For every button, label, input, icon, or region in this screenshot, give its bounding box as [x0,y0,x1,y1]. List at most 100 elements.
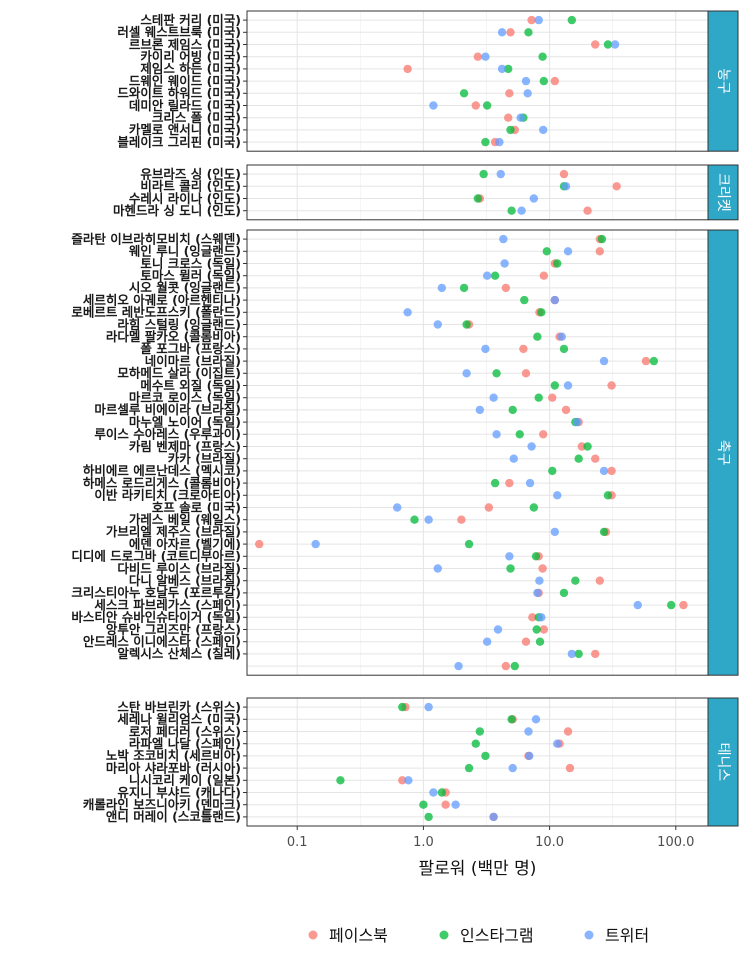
point-twitter [563,381,573,390]
point-instagram [504,64,513,74]
data-row [521,76,560,86]
point-twitter [567,649,577,659]
point-twitter [429,101,438,110]
row-label: 마누엘 노이어 (독일) [129,414,241,429]
legend-item: 페이스북 [308,926,388,945]
data-row [507,206,592,215]
point-instagram [649,356,659,366]
panel-background [247,165,708,220]
data-row [464,763,575,773]
point-instagram [464,763,474,773]
row-label: 로저 페더러 (스위스) [129,724,241,739]
row-label: 카림 벤제마 (프랑스) [129,439,241,454]
row-label: 카이리 어빙 (미국) [140,49,241,64]
point-instagram [419,800,428,809]
data-row [591,40,620,49]
point-facebook [548,393,557,402]
row-label: 폴 포그바 (프랑스) [140,341,241,356]
point-instagram [481,137,490,147]
point-instagram [548,466,557,476]
legend-label: 트위터 [605,926,649,945]
point-facebook [506,28,515,37]
point-instagram [490,478,500,488]
point-twitter [495,137,504,147]
point-facebook [403,64,412,74]
point-twitter [462,369,471,378]
data-row [482,637,545,646]
point-twitter [525,751,534,761]
row-label: 마르코 로이스 (독일) [129,390,241,405]
data-row [550,527,611,537]
point-facebook [565,763,575,773]
row-label: 캐롤라인 보즈니아키 (덴마크) [83,797,241,812]
point-instagram [506,564,515,573]
data-row [542,247,605,256]
point-instagram [597,234,607,244]
point-twitter [433,564,442,573]
point-twitter [557,332,567,341]
point-instagram [553,259,562,268]
point-facebook [473,52,483,61]
x-axis: 0.1 1.0 10.0 100.0 팔로워 (백만 명) [287,826,694,879]
point-instagram [574,649,583,659]
row-label: 세레나 윌리엄스 (미국) [117,712,241,727]
point-facebook [591,454,600,463]
point-facebook [577,442,587,451]
point-instagram [459,283,469,293]
point-twitter [553,491,562,500]
point-twitter [493,625,503,634]
row-label: 알렉시스 산체스 (칠레) [117,646,241,661]
row-label: 루이스 수아레스 (우루과이) [94,427,241,442]
row-label: 크리스 폴 (미국) [152,110,241,125]
point-facebook [583,206,592,215]
point-twitter [489,393,498,402]
point-instagram [603,491,613,500]
data-row [481,344,569,354]
point-instagram [336,776,345,785]
point-instagram [574,454,583,463]
data-row [437,283,511,293]
point-instagram [537,308,546,317]
point-twitter [429,788,438,797]
row-label: 네이마르 (브라질) [145,353,241,368]
row-label: 데미안 릴라드 (미국) [129,98,241,113]
row-label: 라다멜 팔카오 (콜롬비아) [106,329,241,344]
point-twitter [492,430,501,439]
point-facebook [519,344,528,354]
data-row [533,332,567,341]
point-facebook [539,430,548,439]
point-facebook [457,515,466,524]
point-instagram [471,739,480,748]
point-twitter [489,812,498,822]
point-facebook [539,271,549,280]
panel-2: 즐라탄 이브라히모비치 (스웨덴)웨인 루니 (잉글랜드)토니 크로스 (독일)… [71,229,739,676]
row-label: 가브리엘 제주스 (브라질) [106,524,241,539]
point-facebook [505,478,514,488]
row-label: 다비드 루이스 (브라질) [117,561,241,576]
row-label: 웨인 루니 (잉글랜드) [129,244,241,259]
point-twitter [505,552,514,561]
point-facebook [595,247,605,256]
panel-0: 스테판 커리 (미국)러셀 웨스트브룩 (미국)르브론 제임스 (미국)카이리 … [117,10,739,152]
point-instagram [490,271,500,280]
point-instagram [510,661,520,671]
data-row [506,125,548,135]
row-label: 비라트 콜리 (인도) [140,179,241,194]
data-row [410,515,466,524]
point-twitter [433,320,442,329]
data-row [553,491,616,500]
point-twitter [561,182,571,191]
point-twitter [437,283,447,293]
data-row [520,295,560,305]
x-tick-label: 1.0 [413,835,434,850]
point-facebook [679,600,688,610]
point-facebook [521,369,531,378]
point-twitter [521,76,531,86]
point-twitter [496,169,505,179]
point-instagram [398,702,407,712]
row-label: 에덴 아자르 (벨기에) [129,536,241,551]
data-row [492,430,548,439]
point-facebook [521,637,531,646]
data-row [479,169,569,179]
